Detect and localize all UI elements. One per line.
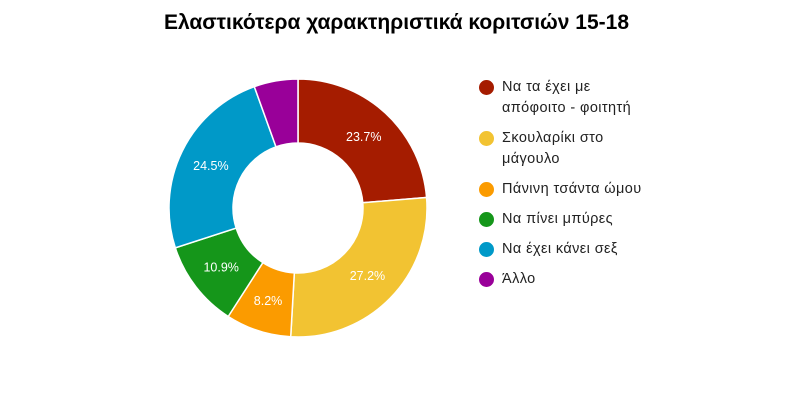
chart-title: Ελαστικότερα χαρακτηριστικά κοριτσιών 15… xyxy=(163,11,630,34)
legend-color-dot xyxy=(479,182,494,197)
slice-value-label-0: 23.7% xyxy=(346,130,381,144)
legend-item-3: Να πίνει μπύρες xyxy=(479,209,779,230)
legend-item-2: Πάνινη τσάντα ώμου xyxy=(479,179,779,200)
legend-label: Να πίνει μπύρες xyxy=(502,211,614,227)
legend-label: Να έχει κάνει σεξ xyxy=(502,241,618,257)
legend-label: Άλλο xyxy=(502,271,536,287)
legend-color-dot xyxy=(479,272,494,287)
slice-value-label-2: 8.2% xyxy=(254,294,283,308)
chart-legend: Να τα έχει με απόφοιτο - φοιτητή Σκουλαρί… xyxy=(479,77,779,299)
slice-value-label-3: 10.9% xyxy=(203,261,238,275)
legend-color-dot xyxy=(479,80,494,95)
slice-value-label-4: 24.5% xyxy=(193,159,228,173)
legend-item-1: Σκουλαρίκι στο μάγουλο xyxy=(479,128,779,170)
donut-slice-4 xyxy=(168,85,277,249)
legend-item-5: Άλλο xyxy=(479,269,779,290)
legend-label: Πάνινη τσάντα ώμου xyxy=(502,181,642,197)
legend-color-dot xyxy=(479,131,494,146)
slice-value-label-1: 27.2% xyxy=(350,269,385,283)
donut-slice-0 xyxy=(297,78,428,204)
legend-color-dot xyxy=(479,212,494,227)
legend-item-4: Να έχει κάνει σεξ xyxy=(479,239,779,260)
donut-slices xyxy=(168,78,428,338)
donut-slice-1 xyxy=(289,196,428,338)
legend-item-0: Να τα έχει με απόφοιτο - φοιτητή xyxy=(479,77,779,119)
legend-label: Σκουλαρίκι στο μάγουλο xyxy=(502,130,604,167)
legend-label: Να τα έχει με απόφοιτο - φοιτητή xyxy=(502,79,632,116)
slice-labels: 23.7% 27.2% 8.2% 10.9% 24.5% xyxy=(193,130,385,308)
legend-color-dot xyxy=(479,242,494,257)
donut-slice-5 xyxy=(253,78,299,148)
